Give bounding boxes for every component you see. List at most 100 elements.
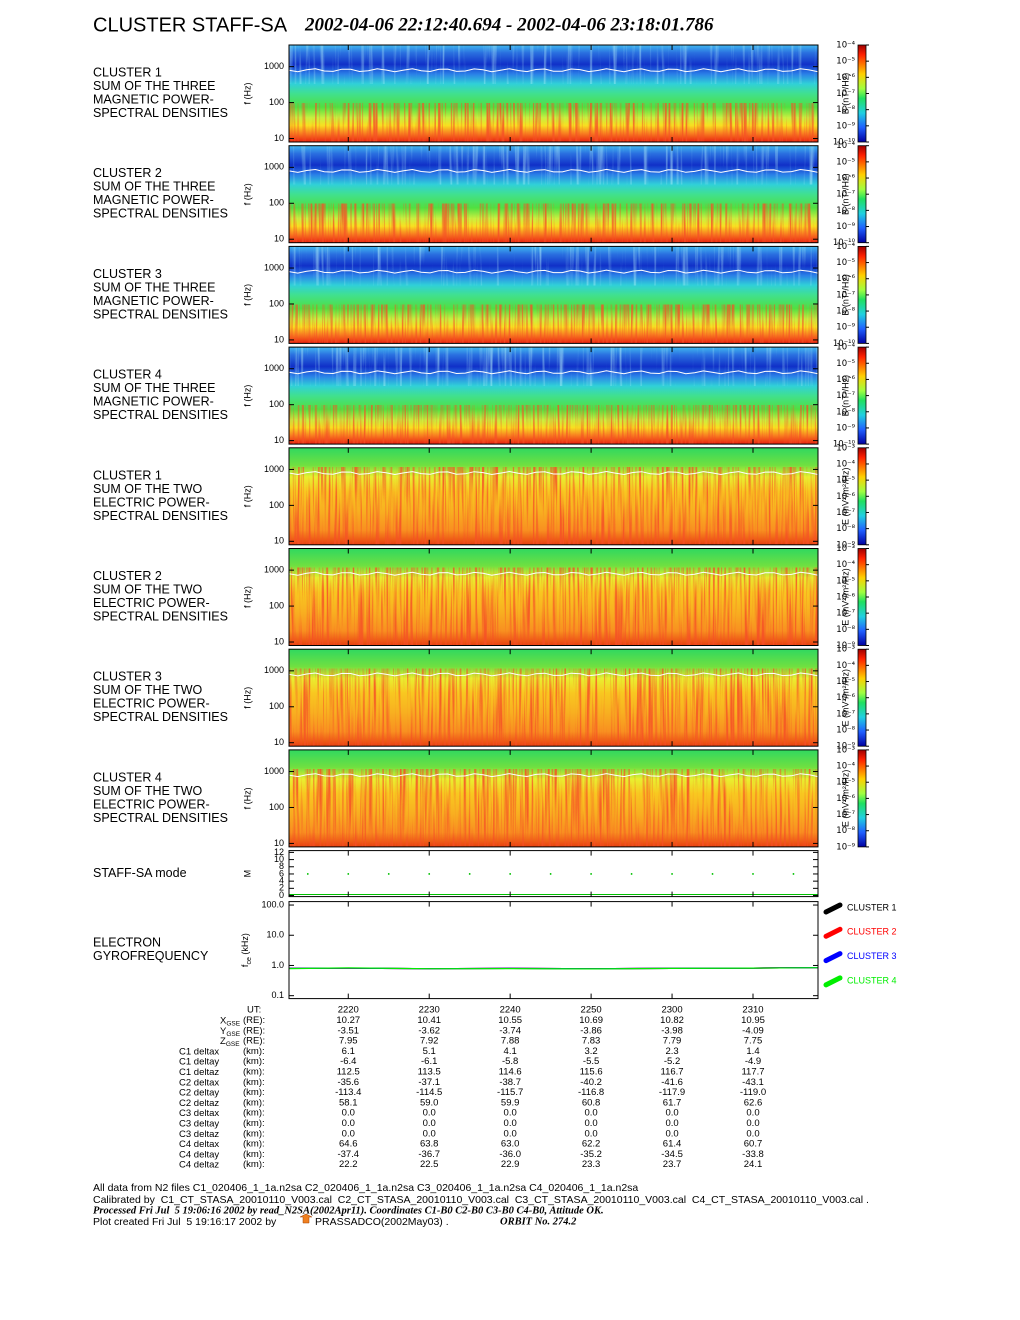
colorbar-tick-label: 10⁻⁸ bbox=[836, 105, 855, 115]
panel-label: SPECTRAL DENSITIES bbox=[93, 509, 228, 523]
colorbar-label: B (nT²/Hz) bbox=[840, 73, 850, 115]
colorbar-tick-label: 10⁻⁶ bbox=[836, 693, 855, 703]
row-value: -5.5 bbox=[583, 1056, 599, 1067]
row-value: 22.9 bbox=[501, 1159, 520, 1170]
colorbar-tick-label: 10⁻⁵ bbox=[836, 476, 855, 486]
legend-swatch bbox=[823, 902, 843, 915]
row-value: 0.0 bbox=[342, 1118, 355, 1129]
row-name: C1 deltay bbox=[179, 1056, 219, 1067]
gyro-overlay-line bbox=[288, 470, 819, 476]
colorbar-label: E (mV²/m²/Hz) bbox=[840, 468, 850, 526]
row-value: 116.7 bbox=[661, 1067, 684, 1078]
y-tick-label: 10 bbox=[274, 636, 284, 646]
legend-label: CLUSTER 1 bbox=[847, 902, 897, 912]
row-value: 114.6 bbox=[499, 1067, 522, 1078]
y-axis-label: f (Hz) bbox=[242, 284, 252, 306]
row-name-main: C3 deltax bbox=[179, 1108, 219, 1119]
y-tick-label: 0 bbox=[279, 890, 284, 900]
row-value: -41.6 bbox=[661, 1077, 683, 1088]
legend-label: CLUSTER 2 bbox=[847, 927, 897, 937]
panel-label: CLUSTER 1 bbox=[93, 66, 162, 80]
colorbar-label: E (mV²/m²/Hz) bbox=[840, 669, 850, 727]
y-tick-label: 2 bbox=[279, 883, 284, 893]
spectrogram-texture bbox=[289, 145, 818, 185]
row-value: 10.27 bbox=[336, 1015, 360, 1026]
gyro-overlay-line bbox=[288, 571, 819, 576]
row-value: 2.3 bbox=[665, 1046, 678, 1057]
y-axis-label: f (Hz) bbox=[242, 586, 252, 608]
y-tick-label: 100 bbox=[269, 399, 284, 409]
row-value: 10.41 bbox=[417, 1015, 441, 1026]
colorbar-tick-label: 10⁻⁵ bbox=[836, 576, 855, 586]
colorbar-tick-label: 10⁻⁵ bbox=[836, 778, 855, 788]
row-value: 0.0 bbox=[584, 1128, 597, 1139]
y-tick-label: 100 bbox=[269, 97, 284, 107]
row-value: -34.5 bbox=[661, 1149, 683, 1160]
colorbar-tick-label: 10⁻⁸ bbox=[836, 307, 855, 317]
row-name: ZGSE bbox=[220, 1036, 240, 1049]
row-value: 0.0 bbox=[746, 1128, 759, 1139]
panel-label: ELECTRIC POWER- bbox=[93, 495, 210, 509]
spectrogram-texture bbox=[289, 203, 818, 243]
colorbar-tick-label: 10⁻⁷ bbox=[836, 391, 855, 401]
y-tick-label: 1000 bbox=[264, 665, 284, 675]
colorbar-tick-label: 10⁻⁸ bbox=[836, 524, 855, 534]
gyro-overlay-line bbox=[288, 773, 819, 778]
mode-point bbox=[306, 873, 309, 875]
y-tick-label: 100 bbox=[269, 600, 284, 610]
row-value: 0.0 bbox=[504, 1128, 517, 1139]
row-name-main: C2 deltax bbox=[179, 1077, 219, 1088]
row-unit: (RE): bbox=[243, 1015, 265, 1026]
row-value: -117.9 bbox=[659, 1087, 685, 1098]
colorbar-tick-label: 10⁻¹⁰ bbox=[833, 138, 856, 148]
mode-point bbox=[630, 873, 633, 875]
colorbar-tick-label: 10⁻⁴ bbox=[836, 560, 855, 570]
row-value: -3.98 bbox=[661, 1025, 683, 1036]
panel-label: CLUSTER 4 bbox=[93, 770, 162, 784]
row-value: 3.2 bbox=[584, 1046, 597, 1057]
row-value: 0.0 bbox=[665, 1118, 678, 1129]
panel-label: CLUSTER 3 bbox=[93, 267, 162, 281]
row-value: -116.8 bbox=[578, 1087, 604, 1098]
panel-label: SPECTRAL DENSITIES bbox=[93, 811, 228, 825]
y-tick-label: 100 bbox=[269, 500, 284, 510]
panel-label: ELECTRON bbox=[93, 936, 161, 950]
mode-point bbox=[428, 873, 431, 875]
y-tick-label: 8 bbox=[279, 861, 284, 871]
colorbar-label: B (nT²/Hz) bbox=[840, 274, 850, 316]
row-name: C3 deltay bbox=[179, 1118, 219, 1129]
row-value: -35.6 bbox=[337, 1077, 359, 1088]
colorbar-tick-label: 10⁻⁶ bbox=[836, 794, 855, 804]
row-value: 10.95 bbox=[741, 1015, 765, 1026]
y-tick-label: 6 bbox=[279, 868, 284, 878]
y-axis-label-part: (kHz) bbox=[240, 933, 250, 957]
colorbar-tick-label: 10⁻¹⁰ bbox=[833, 238, 856, 248]
y-tick-label: 1000 bbox=[264, 162, 284, 172]
row-unit: (km): bbox=[243, 1087, 265, 1098]
y-axis-label: f (Hz) bbox=[242, 183, 252, 205]
panel-frame bbox=[288, 346, 819, 445]
panel-frame bbox=[288, 245, 819, 344]
row-name: YGSE bbox=[220, 1025, 241, 1038]
x-tick-label: 2220 bbox=[338, 1005, 359, 1016]
row-name-sub: GSE bbox=[226, 1041, 240, 1048]
colorbar-tick-label: 10⁻⁹ bbox=[836, 323, 855, 333]
colorbar-tick-label: 10⁻³ bbox=[836, 745, 855, 755]
legend-swatch bbox=[823, 926, 843, 939]
row-name: C3 deltaz bbox=[179, 1128, 219, 1139]
row-unit: (km): bbox=[243, 1159, 265, 1170]
row-name: C3 deltax bbox=[179, 1108, 219, 1119]
colorbar-tick-label: 10⁻⁴ bbox=[836, 141, 855, 151]
gyro-overlay-line bbox=[288, 269, 819, 274]
y-axis-label: f (Hz) bbox=[242, 485, 252, 507]
row-name: C4 deltaz bbox=[179, 1159, 219, 1170]
row-unit: (km): bbox=[243, 1077, 265, 1088]
colorbar-tick-label: 10⁻⁹ bbox=[836, 641, 855, 651]
colorbar-tick-label: 10⁻⁹ bbox=[836, 540, 855, 550]
colorbar bbox=[857, 548, 867, 646]
y-tick-label: 10 bbox=[274, 854, 284, 864]
row-value: 10.69 bbox=[579, 1015, 603, 1026]
row-value: 62.2 bbox=[582, 1139, 601, 1150]
y-axis-label: f (Hz) bbox=[242, 385, 252, 407]
colorbar-tick-label: 10⁻³ bbox=[836, 544, 855, 554]
